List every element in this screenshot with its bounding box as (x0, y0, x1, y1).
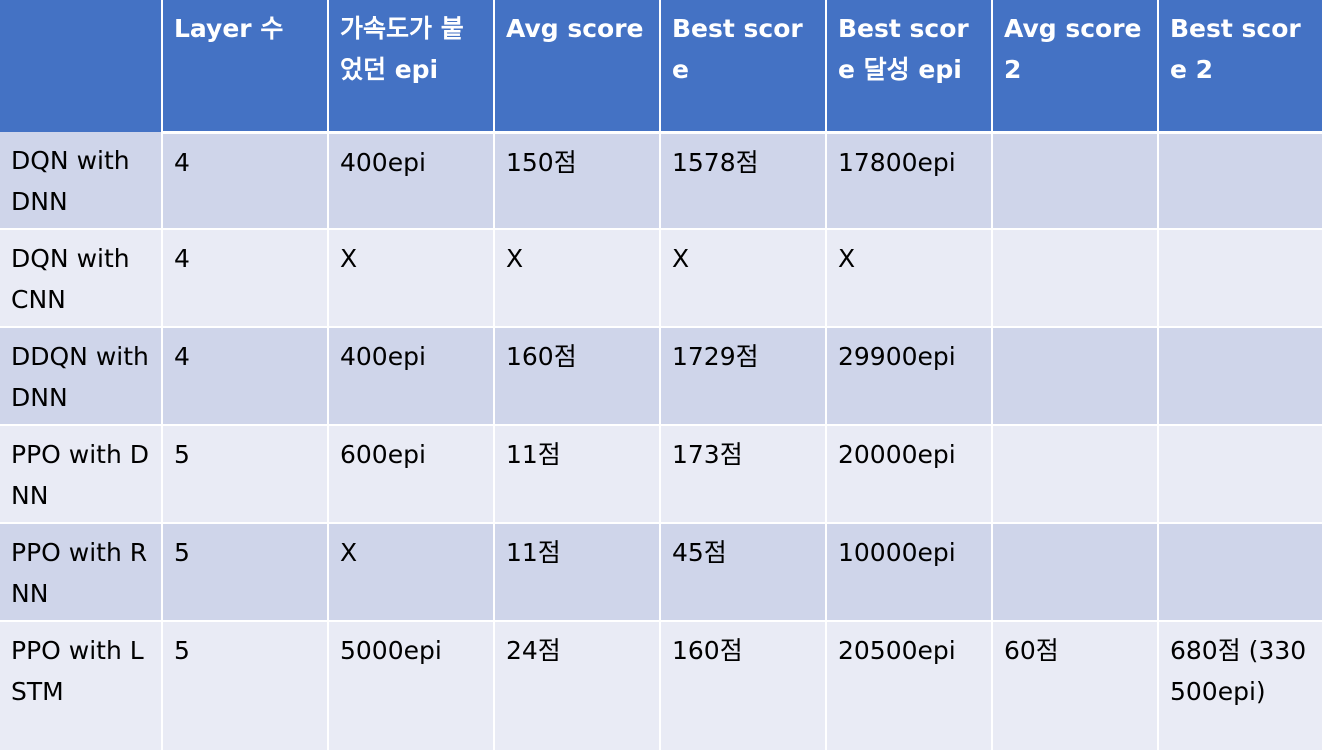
table-cell: 20500epi (826, 621, 993, 752)
table-cell: 20000epi (826, 425, 993, 524)
table-cell (1158, 229, 1322, 328)
table-cell (992, 327, 1159, 426)
table-cell: 10000epi (826, 523, 993, 622)
table-cell: 600epi (328, 425, 495, 524)
table-cell: 60점 (992, 621, 1159, 752)
row-label-cell: DDQN with DNN (0, 327, 163, 426)
table-cell: X (826, 229, 993, 328)
table-cell: 29900epi (826, 327, 993, 426)
row-label-cell: DQN with DNN (0, 132, 163, 230)
table-cell: X (328, 523, 495, 622)
table-cell: 4 (162, 132, 329, 230)
table-cell (992, 229, 1159, 328)
table-cell: 11점 (494, 425, 661, 524)
header-cell-avg-score: Avg score (494, 0, 661, 134)
table-cell: 24점 (494, 621, 661, 752)
table-cell: 4 (162, 327, 329, 426)
row-label-cell: PPO with RNN (0, 523, 163, 622)
table-row: DQN with DNN 4 400epi 150점 1578점 17800ep… (0, 132, 1322, 230)
header-cell-acceleration-epi: 가속도가 붙었던 epi (328, 0, 495, 134)
table-cell: 160점 (494, 327, 661, 426)
table-cell: 400epi (328, 132, 495, 230)
table-cell: 4 (162, 229, 329, 328)
table-row: PPO with RNN 5 X 11점 45점 10000epi (0, 523, 1322, 622)
table-cell: 400epi (328, 327, 495, 426)
table-row: PPO with DNN 5 600epi 11점 173점 20000epi (0, 425, 1322, 524)
table-row: PPO with LSTM 5 5000epi 24점 160점 20500ep… (0, 621, 1322, 752)
table-body: DQN with DNN 4 400epi 150점 1578점 17800ep… (0, 132, 1322, 752)
table-cell: 17800epi (826, 132, 993, 230)
table-cell (1158, 132, 1322, 230)
table-cell (1158, 425, 1322, 524)
header-cell-best-score-epi: Best score 달성 epi (826, 0, 993, 134)
table-cell: 5000epi (328, 621, 495, 752)
table-row: DDQN with DNN 4 400epi 160점 1729점 29900e… (0, 327, 1322, 426)
table-header: Layer 수 가속도가 붙었던 epi Avg score Best scor… (0, 0, 1322, 134)
table-cell (992, 132, 1159, 230)
table-cell: 1578점 (660, 132, 827, 230)
table-cell (1158, 523, 1322, 622)
table-cell: 1729점 (660, 327, 827, 426)
table-cell: 160점 (660, 621, 827, 752)
header-cell-best-score: Best score (660, 0, 827, 134)
table-cell: 5 (162, 425, 329, 524)
table-cell: X (660, 229, 827, 328)
row-label-cell: DQN with CNN (0, 229, 163, 328)
table-row: DQN with CNN 4 X X X X (0, 229, 1322, 328)
table-cell: 150점 (494, 132, 661, 230)
header-row: Layer 수 가속도가 붙었던 epi Avg score Best scor… (0, 0, 1322, 134)
table-cell: 173점 (660, 425, 827, 524)
table-cell: X (328, 229, 495, 328)
row-label-cell: PPO with DNN (0, 425, 163, 524)
table-cell (992, 523, 1159, 622)
header-cell-layers: Layer 수 (162, 0, 329, 134)
table-cell: 5 (162, 523, 329, 622)
row-label-cell: PPO with LSTM (0, 621, 163, 752)
table-cell: 5 (162, 621, 329, 752)
table-cell: 45점 (660, 523, 827, 622)
table-cell: X (494, 229, 661, 328)
table-cell: 680점 (330500epi) (1158, 621, 1322, 752)
header-cell-avg-score-2: Avg score 2 (992, 0, 1159, 134)
table-cell (992, 425, 1159, 524)
table-cell (1158, 327, 1322, 426)
table-cell: 11점 (494, 523, 661, 622)
header-cell-best-score-2: Best score 2 (1158, 0, 1322, 134)
header-cell-corner (0, 0, 163, 132)
